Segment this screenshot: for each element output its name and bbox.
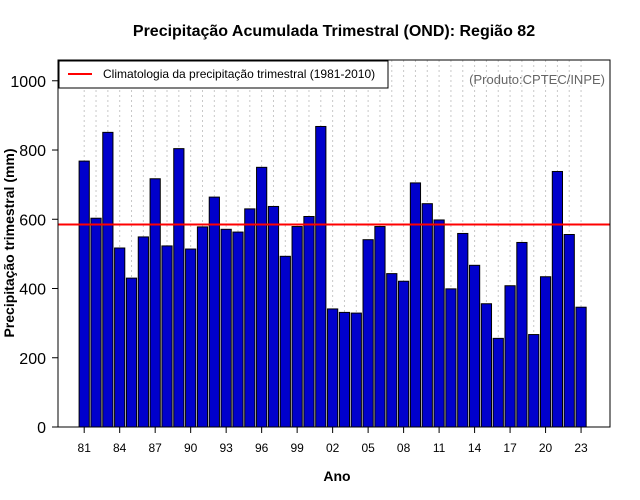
x-axis: 81 84 87 90 93 96 99 02 05 08 11 14 17 20 23 xyxy=(78,427,588,455)
bar-2020 xyxy=(539,276,552,428)
bar-2002 xyxy=(327,308,339,428)
bar-1991 xyxy=(196,226,209,428)
bar-2010 xyxy=(421,203,433,428)
y-tick-label: 0 xyxy=(37,420,46,437)
bar-1996 xyxy=(256,166,268,428)
y-tick-label: 400 xyxy=(19,282,46,299)
bar-2018 xyxy=(516,241,528,428)
bar-2012 xyxy=(445,288,457,428)
bar-2019 xyxy=(528,334,540,428)
y-tick-label: 600 xyxy=(19,212,46,229)
bar-2006 xyxy=(374,226,386,428)
bar-2023 xyxy=(575,306,587,428)
bar-2007 xyxy=(386,273,398,428)
bar-1985 xyxy=(125,277,138,428)
plot-frame xyxy=(57,59,611,428)
bar-1995 xyxy=(244,208,256,428)
bar-1982 xyxy=(90,217,102,428)
bar-2017 xyxy=(504,285,516,428)
x-tick-label: 84 xyxy=(113,441,127,455)
bar-1986 xyxy=(137,236,149,428)
bar-1988 xyxy=(161,245,173,428)
x-tick-label: 87 xyxy=(149,441,163,455)
bar-2015 xyxy=(480,303,493,428)
x-tick-label: 81 xyxy=(78,441,92,455)
bar-1992 xyxy=(208,196,220,428)
bar-2013 xyxy=(457,232,469,428)
bar-1983 xyxy=(102,131,114,428)
legend-label-climatology: Climatologia da precipitação trimestral … xyxy=(103,67,375,81)
bar-1989 xyxy=(173,148,185,428)
x-axis-label: Ano xyxy=(323,468,350,484)
bar-2022 xyxy=(563,233,575,428)
bar-1998 xyxy=(279,255,291,428)
bar-1994 xyxy=(232,231,244,428)
bar-2014 xyxy=(468,264,481,428)
x-tick-label: 90 xyxy=(184,441,198,455)
bar-2001 xyxy=(315,125,327,428)
y-tick-label: 1000 xyxy=(10,74,46,91)
x-tick-label: 96 xyxy=(255,441,269,455)
x-tick-label: 17 xyxy=(503,441,517,455)
bar-1993 xyxy=(220,228,232,428)
bar-2009 xyxy=(409,182,422,428)
bar-1997 xyxy=(267,205,280,428)
bar-2021 xyxy=(551,170,563,428)
x-tick-label: 93 xyxy=(219,441,233,455)
x-tick-label: 08 xyxy=(397,441,411,455)
legend: Climatologia da precipitação trimestral … xyxy=(58,60,389,89)
bar-2005 xyxy=(362,239,374,428)
chart-title: Precipitação Acumulada Trimestral (OND):… xyxy=(133,23,535,40)
bar-2011 xyxy=(433,219,445,428)
x-tick-label: 11 xyxy=(433,441,446,455)
y-tick-label: 200 xyxy=(19,351,46,368)
x-tick-label: 23 xyxy=(574,441,588,455)
credit-text: (Produto:CPTEC/INPE) xyxy=(469,72,605,87)
bar-1987 xyxy=(149,178,161,428)
bar-2016 xyxy=(492,337,504,428)
x-tick-label: 99 xyxy=(290,441,304,455)
x-tick-label: 02 xyxy=(326,441,340,455)
bar-1999 xyxy=(291,226,303,428)
x-tick-label: 14 xyxy=(468,441,482,455)
bar-2000 xyxy=(303,215,315,428)
bar-2004 xyxy=(350,312,362,428)
legend-box xyxy=(58,60,389,89)
x-tick-label: 05 xyxy=(361,441,375,455)
bar-2003 xyxy=(338,311,351,428)
y-tick-label: 800 xyxy=(19,143,46,160)
bar-1984 xyxy=(114,247,126,428)
bar-2008 xyxy=(398,280,410,428)
bar-1981 xyxy=(78,160,90,428)
y-axis: 0 200 400 600 800 1000 xyxy=(10,74,58,437)
x-tick-label: 20 xyxy=(539,441,553,455)
bars-group xyxy=(78,125,587,428)
y-axis-label: Precipitação trimestral (mm) xyxy=(1,148,17,337)
bar-1990 xyxy=(185,248,197,428)
